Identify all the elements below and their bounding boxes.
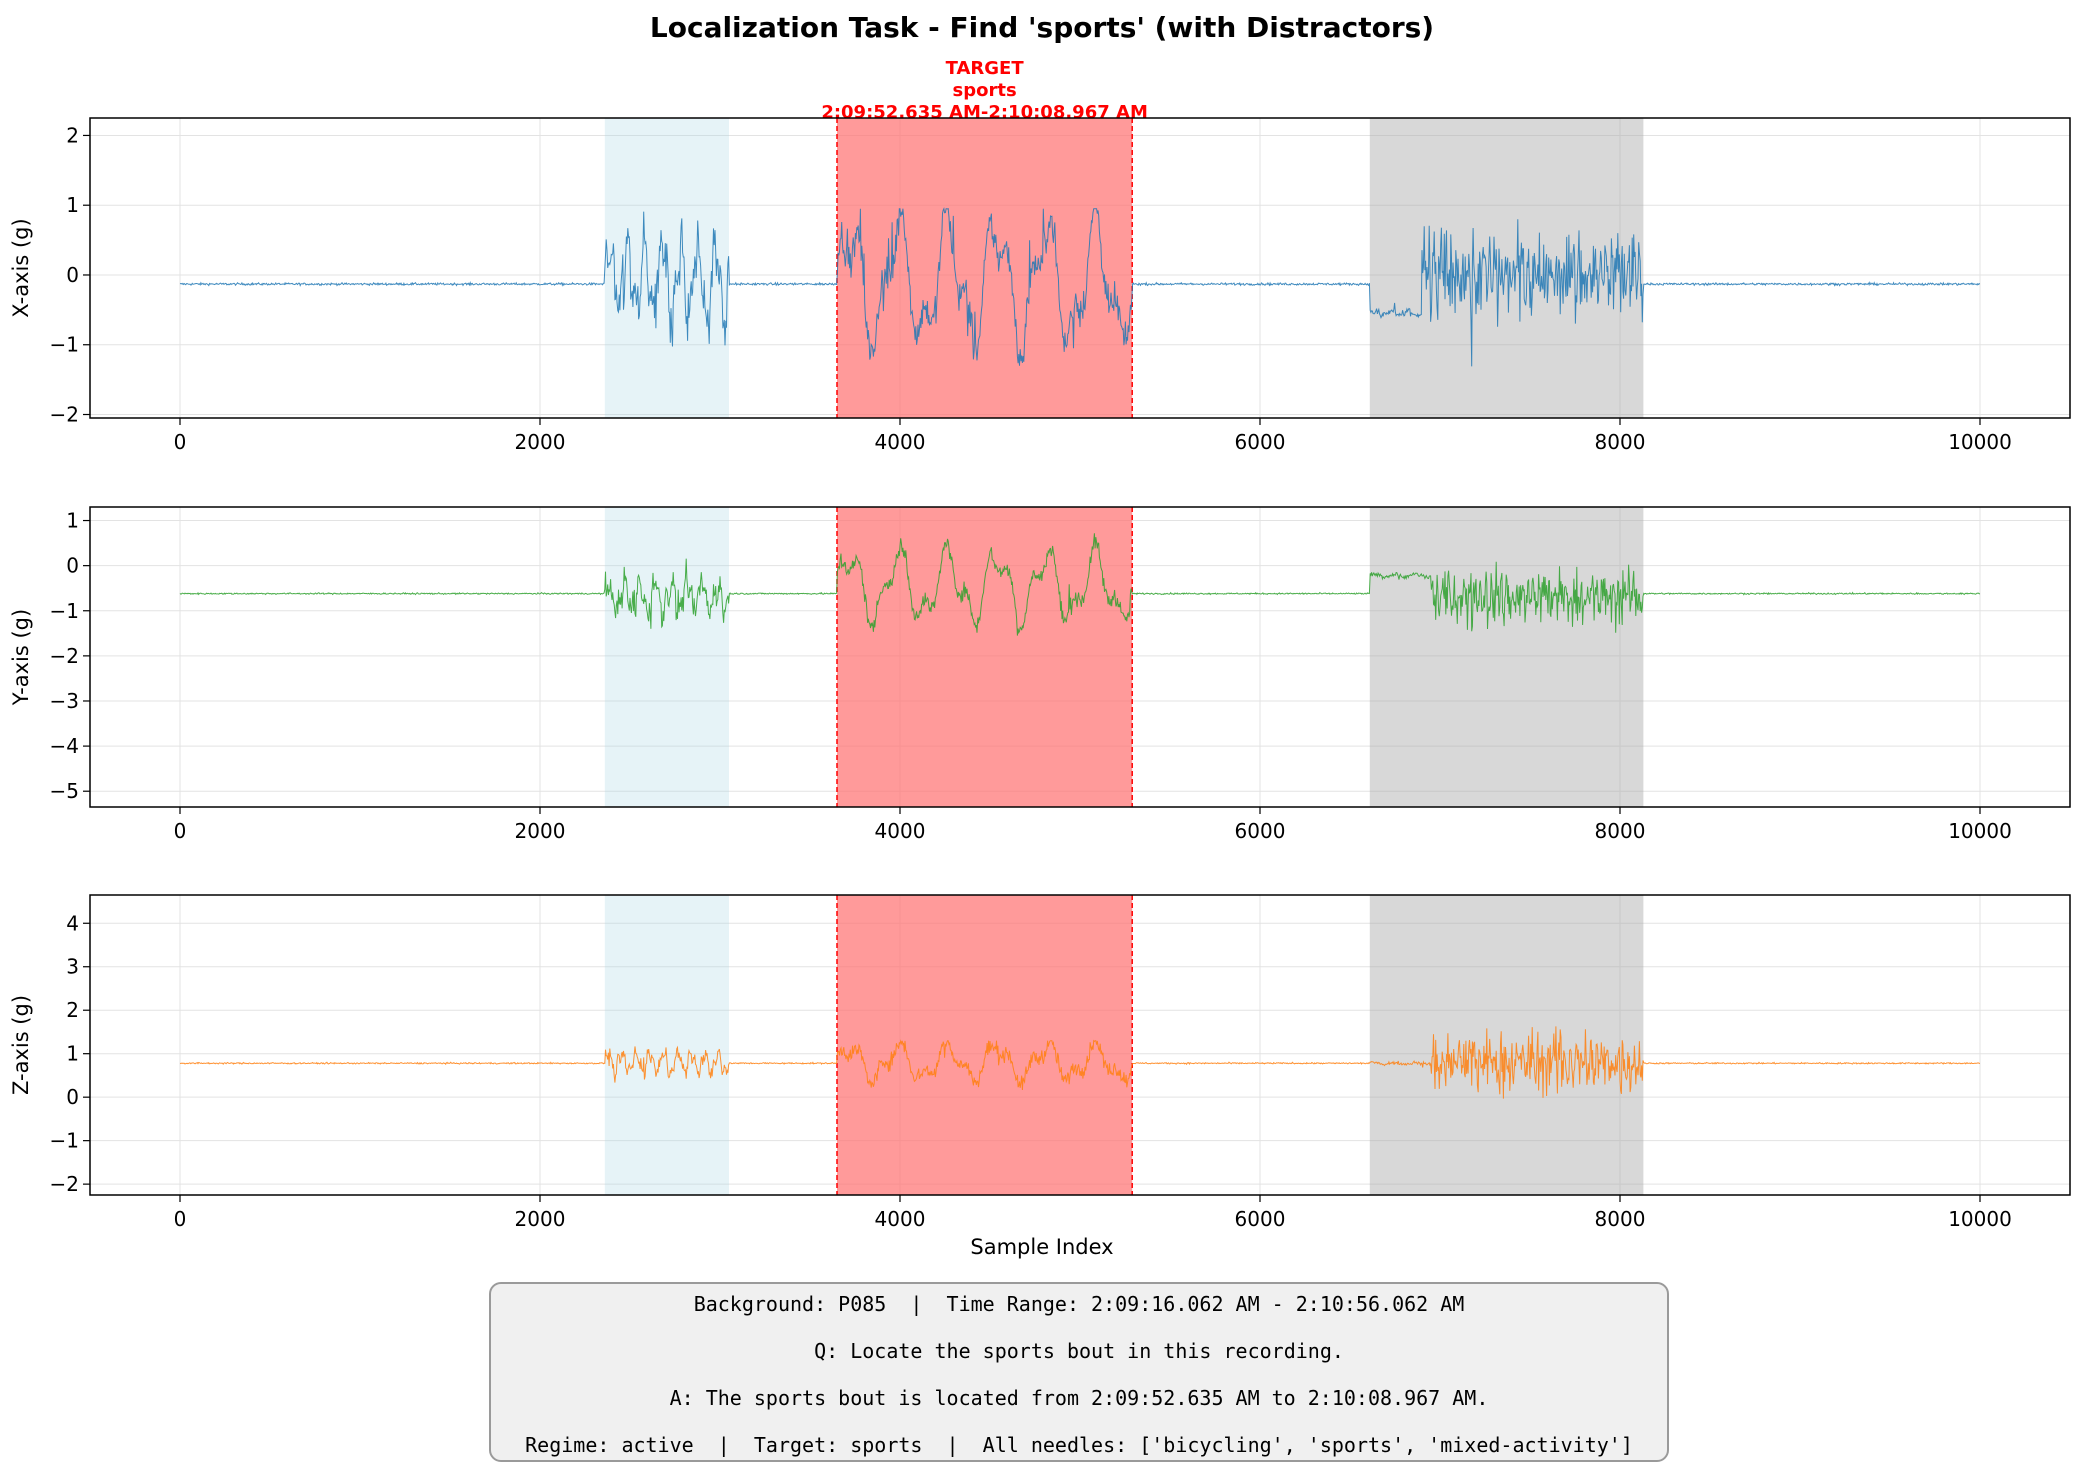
target-annotation-line: sports [953,80,1017,101]
x-tick-label: 4000 [875,1207,926,1231]
y-tick-label: 4 [66,911,79,935]
panel-2: 0 2000 4000 6000 8000 10000 −5 −4 −3 −2 −1 0 1 Y-axis… [9,506,2071,843]
x-tick-label: 8000 [1595,430,1646,454]
y-tick-label: 1 [66,1042,79,1066]
x-tick-label: 2000 [515,819,566,843]
y-tick-label: 3 [66,955,79,979]
x-tick-label: 6000 [1235,819,1286,843]
x-tick-label: 2000 [515,430,566,454]
x-tick-label: 4000 [875,819,926,843]
target-region [837,507,1133,807]
x-tick-label: 10000 [1948,430,2012,454]
distractor-region [1369,895,1644,1195]
y-tick-label: 0 [66,554,79,578]
y-tick-label: −5 [50,779,79,803]
distractor-region [604,507,729,807]
info-box: Background: P085 | Time Range: 2:09:16.0… [489,1282,1669,1462]
y-tick-label: −2 [50,644,79,668]
y-tick-label: 0 [66,1085,79,1109]
x-axis-label: Sample Index [970,1235,1113,1259]
info-question-line: Q: Locate the sports bout in this record… [814,1339,1344,1363]
distractor-region [604,895,729,1195]
y-tick-label: −3 [50,689,79,713]
target-region [837,895,1133,1195]
panel-1: 0 2000 4000 6000 8000 10000 −2 −1 0 1 2 X-axis (g) [9,117,2071,454]
series-line-1 [179,207,1980,367]
x-tick-label: 0 [174,1207,187,1231]
x-tick-label: 4000 [875,430,926,454]
target-annotation-line: TARGET [946,58,1025,79]
info-background-line: Background: P085 | Time Range: 2:09:16.0… [693,1292,1465,1316]
x-tick-label: 0 [174,819,187,843]
x-tick-label: 0 [174,430,187,454]
y-tick-label: −4 [50,734,79,758]
y-tick-label: 0 [66,263,79,287]
x-tick-label: 8000 [1595,819,1646,843]
axes-frame [89,894,2071,1196]
y-tick-label: −1 [50,1129,79,1153]
x-tick-label: 6000 [1235,1207,1286,1231]
x-tick-label: 10000 [1948,819,2012,843]
distractor-region [1369,507,1644,807]
y-tick-label: −1 [50,333,79,357]
x-tick-label: 2000 [515,1207,566,1231]
series-line-2 [179,533,1981,636]
info-answer-line: A: The sports bout is located from 2:09:… [669,1386,1489,1410]
y-tick-label: 2 [66,123,79,147]
panel-3: 0 2000 4000 6000 8000 10000 −2 −1 0 1 2 3 4 Z-axis (g… [9,894,2071,1231]
x-tick-label: 10000 [1948,1207,2012,1231]
y-tick-label: 2 [66,998,79,1022]
series-line-3 [179,1026,1980,1099]
y-axis-label: Z-axis (g) [9,995,33,1095]
y-tick-label: −2 [50,403,79,427]
info-regime-line: Regime: active | Target: sports | All ne… [525,1433,1633,1457]
y-tick-label: 1 [66,193,79,217]
y-axis-label: X-axis (g) [9,218,33,317]
y-tick-label: −2 [50,1172,79,1196]
x-tick-label: 8000 [1595,1207,1646,1231]
y-tick-label: 1 [66,509,79,533]
chart-title: Localization Task - Find 'sports' (with … [650,11,1434,44]
x-tick-label: 6000 [1235,430,1286,454]
axes-frame [89,506,2071,808]
axes-frame [89,117,2071,419]
target-region [837,118,1133,418]
y-tick-label: −1 [50,599,79,623]
y-axis-label: Y-axis (g) [9,609,33,706]
